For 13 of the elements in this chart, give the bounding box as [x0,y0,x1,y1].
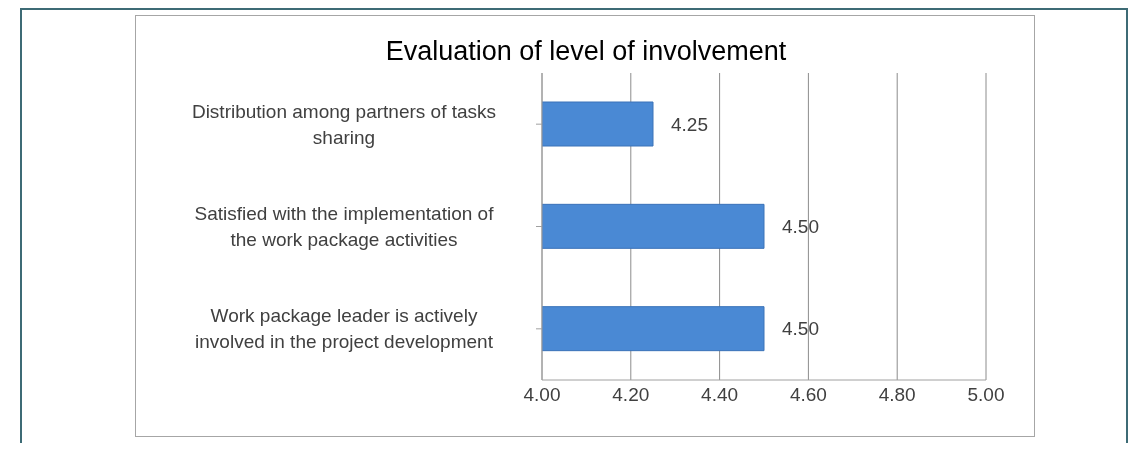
y-tick-label: Work package leader is actively involved in the project development [195,305,494,353]
data-label: 4.50 [782,318,819,340]
x-tick-label: 4.20 [612,384,650,406]
x-tick-label: 4.80 [878,384,916,406]
x-tick-label: 4.00 [523,384,561,406]
data-label: 4.25 [671,113,708,135]
x-tick-label: 5.00 [967,384,1005,406]
data-label: 4.50 [782,216,819,238]
y-tick-label: Satisfied with the implementation of the work package activities [194,203,495,251]
x-tick-label: 4.40 [701,384,739,406]
chart-title: Evaluation of level of involvement [384,36,788,67]
x-tick-label: 4.60 [789,384,827,406]
y-tick-label: Distribution among partners of tasks sharing [191,100,497,148]
